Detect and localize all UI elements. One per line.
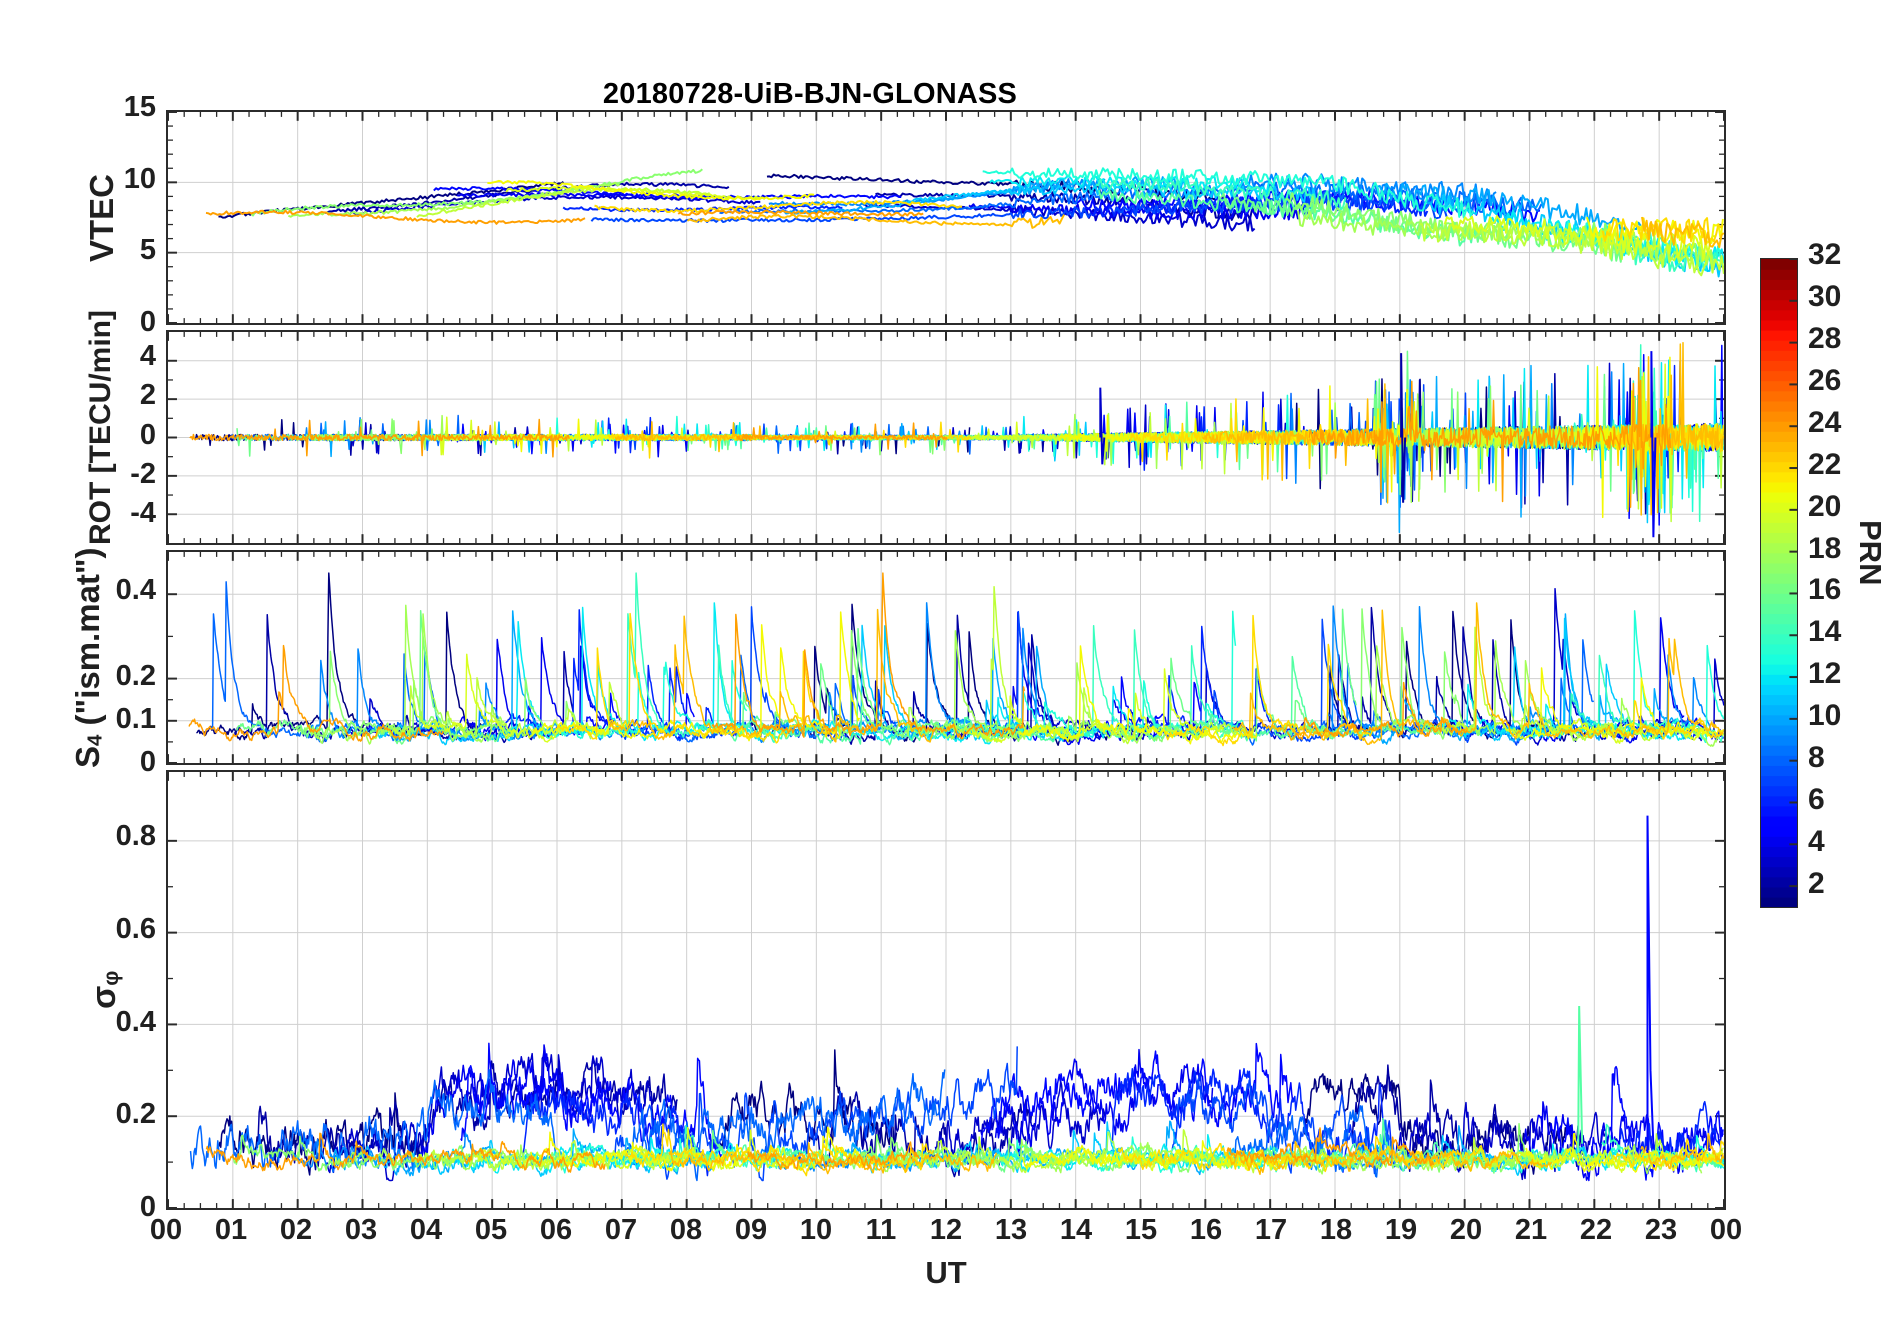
xtick-20: 20 <box>1449 1214 1483 1246</box>
page-title: 20180728-UiB-BJN-GLONASS <box>602 78 1018 110</box>
xtick-0: 00 <box>149 1214 183 1246</box>
colorbar-tick-11: 24 <box>1808 405 1842 439</box>
colorbar-tick-14: 30 <box>1808 279 1842 313</box>
xtick-7: 07 <box>604 1214 638 1246</box>
colorbar-tick-4: 10 <box>1808 699 1842 733</box>
xtick-10: 10 <box>799 1214 833 1246</box>
xtick-1: 01 <box>214 1214 248 1246</box>
ytick-sigphi-1: 0.2 <box>115 1098 156 1131</box>
colorbar-tick-7: 16 <box>1808 573 1842 607</box>
colorbar-tick-13: 28 <box>1808 321 1842 355</box>
colorbar-tick-15: 32 <box>1808 238 1842 271</box>
xtick-2: 02 <box>279 1214 313 1246</box>
xtick-8: 08 <box>669 1214 703 1246</box>
colorbar-tick-3: 8 <box>1808 741 1825 775</box>
ytick-s4-0: 0 <box>139 746 156 778</box>
xtick-23: 23 <box>1644 1214 1678 1246</box>
panel-s4-canvas <box>168 552 1724 763</box>
panel-vtec-ylabel: VTEC <box>83 173 120 262</box>
colorbar-tick-5: 12 <box>1808 657 1842 691</box>
xtick-3: 03 <box>344 1214 378 1246</box>
ytick-s4-3: 0.4 <box>115 574 156 606</box>
xtick-14: 14 <box>1059 1214 1093 1246</box>
panel-vtec <box>166 110 1726 325</box>
ytick-sigphi-0: 0 <box>139 1191 156 1223</box>
panel-rot-canvas <box>168 332 1724 543</box>
ytick-rot-4: 4 <box>139 340 156 373</box>
colorbar-label: PRN <box>1853 520 1888 586</box>
colorbar-tick-2: 6 <box>1808 783 1825 817</box>
ytick-rot-2: 0 <box>139 418 156 451</box>
ytick-sigphi-2: 0.4 <box>115 1005 156 1038</box>
xtick-24: 00 <box>1709 1214 1743 1246</box>
xtick-17: 17 <box>1254 1214 1288 1246</box>
xtick-19: 19 <box>1384 1214 1418 1246</box>
colorbar-tick-10: 22 <box>1808 447 1842 481</box>
ytick-sigphi-4: 0.8 <box>115 820 156 853</box>
xtick-21: 21 <box>1514 1214 1548 1246</box>
colorbar-tick-6: 14 <box>1808 615 1842 649</box>
xtick-18: 18 <box>1319 1214 1353 1246</box>
ytick-sigphi-3: 0.6 <box>115 913 156 946</box>
xtick-13: 13 <box>994 1214 1028 1246</box>
xtick-12: 12 <box>929 1214 963 1246</box>
ytick-s4-2: 0.2 <box>115 660 156 692</box>
panel-s4 <box>166 550 1726 765</box>
colorbar-tick-1: 4 <box>1808 825 1825 859</box>
panel-rot <box>166 330 1726 545</box>
colorbar-tick-9: 20 <box>1808 489 1842 523</box>
xtick-11: 11 <box>865 1214 897 1246</box>
xtick-16: 16 <box>1189 1214 1223 1246</box>
ytick-rot-0: -4 <box>130 496 156 529</box>
ytick-vtec-1: 5 <box>139 234 156 267</box>
ytick-rot-1: -2 <box>130 457 156 490</box>
ytick-s4-1: 0.1 <box>115 703 156 735</box>
panel-sigphi <box>166 770 1726 1210</box>
xtick-4: 04 <box>409 1214 443 1246</box>
xtick-15: 15 <box>1124 1214 1158 1246</box>
xtick-9: 09 <box>734 1214 768 1246</box>
ytick-vtec-3: 15 <box>123 91 156 123</box>
ytick-rot-3: 2 <box>139 379 156 412</box>
x-axis-label: UT <box>925 1255 967 1290</box>
xtick-5: 05 <box>474 1214 508 1246</box>
colorbar <box>1760 258 1798 908</box>
xtick-6: 06 <box>539 1214 573 1246</box>
colorbar-tick-12: 26 <box>1808 363 1842 397</box>
colorbar-gradient <box>1761 259 1797 907</box>
colorbar-tick-8: 18 <box>1808 531 1842 565</box>
panel-sigphi-canvas <box>168 772 1724 1208</box>
xtick-22: 22 <box>1579 1214 1613 1246</box>
panel-vtec-canvas <box>168 112 1724 323</box>
colorbar-tick-0: 2 <box>1808 867 1825 901</box>
ytick-vtec-0: 0 <box>139 306 156 338</box>
ytick-vtec-2: 10 <box>123 162 156 195</box>
panel-sigphi-ylabel-text: σφ <box>85 970 123 1010</box>
